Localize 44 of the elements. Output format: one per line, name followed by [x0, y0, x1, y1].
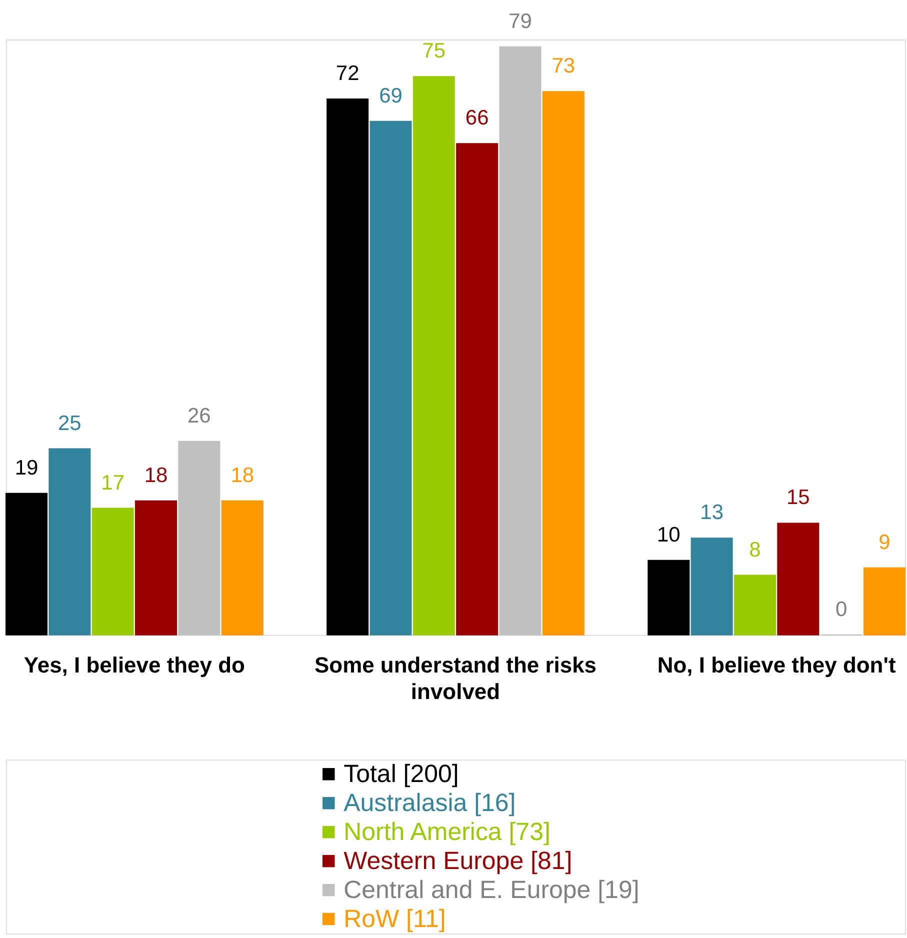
data-label: 19	[14, 456, 38, 480]
x-tick-label: Yes, I believe they do	[24, 652, 245, 678]
legend-label: Total [200]	[344, 760, 459, 788]
legend-label: Central and E. Europe [19]	[344, 876, 640, 904]
bar	[499, 46, 542, 636]
data-label: 69	[379, 84, 402, 108]
data-label: 0	[835, 598, 848, 621]
bar	[48, 448, 91, 636]
legend-label: Western Europe [81]	[344, 847, 572, 876]
bar	[863, 567, 906, 636]
bar	[690, 538, 733, 636]
bar	[412, 76, 455, 636]
data-label: 26	[188, 404, 211, 428]
data-label: 72	[336, 62, 360, 86]
bar	[456, 143, 498, 636]
legend-label: RoW [11]	[344, 904, 446, 933]
bar	[326, 98, 369, 636]
data-label: 8	[749, 538, 761, 562]
bar	[542, 91, 584, 636]
data-label: 13	[700, 501, 724, 524]
legend-label: North America [73]	[344, 818, 550, 846]
data-label: 18	[230, 464, 254, 487]
data-label: 66	[465, 106, 489, 130]
bar	[178, 440, 220, 636]
data-label: 75	[422, 40, 446, 63]
data-label: 15	[786, 486, 810, 510]
bar	[221, 500, 264, 636]
data-label: 73	[552, 54, 576, 78]
x-tick-label: No, I believe they don't	[657, 652, 896, 678]
data-label: 25	[58, 412, 82, 435]
data-label: 9	[878, 530, 890, 554]
bar	[135, 500, 178, 636]
bar	[92, 508, 134, 636]
data-label: 10	[656, 523, 680, 546]
data-label: 18	[144, 464, 168, 487]
legend-label: Australasia [16]	[344, 789, 516, 818]
x-tick-label: Some understand the risks involved	[314, 652, 597, 704]
bar	[734, 574, 776, 636]
bar	[5, 492, 48, 636]
bar	[370, 120, 412, 636]
data-label: 79	[508, 10, 532, 33]
bar	[648, 560, 690, 636]
data-label: 17	[101, 471, 124, 494]
bar	[777, 522, 820, 636]
